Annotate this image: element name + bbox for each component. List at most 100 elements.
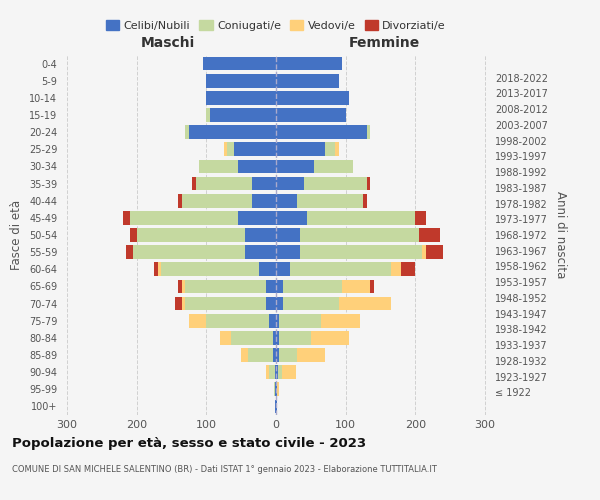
Bar: [370, 280, 374, 293]
Bar: [276, 228, 301, 242]
Bar: [245, 246, 276, 259]
Bar: [266, 280, 276, 293]
Bar: [137, 228, 245, 242]
Bar: [269, 314, 276, 328]
Bar: [185, 296, 266, 310]
Bar: [419, 228, 440, 242]
Bar: [280, 348, 297, 362]
Bar: [276, 142, 325, 156]
Bar: [154, 262, 158, 276]
Bar: [251, 176, 276, 190]
Bar: [363, 194, 367, 207]
Bar: [335, 142, 339, 156]
Text: COMUNE DI SAN MICHELE SALENTINO (BR) - Dati ISTAT 1° gennaio 2023 - Elaborazione: COMUNE DI SAN MICHELE SALENTINO (BR) - D…: [12, 466, 437, 474]
Bar: [276, 382, 277, 396]
Bar: [266, 296, 276, 310]
Bar: [297, 348, 325, 362]
Bar: [280, 331, 311, 344]
Bar: [426, 246, 443, 259]
Bar: [269, 366, 275, 379]
Bar: [276, 126, 367, 139]
Bar: [272, 348, 276, 362]
Bar: [276, 246, 301, 259]
Bar: [238, 160, 276, 173]
Bar: [276, 108, 346, 122]
Bar: [276, 56, 342, 70]
Bar: [325, 142, 335, 156]
Bar: [175, 296, 182, 310]
Bar: [248, 348, 272, 362]
Bar: [276, 296, 283, 310]
Bar: [182, 280, 185, 293]
Bar: [161, 262, 259, 276]
Bar: [206, 314, 269, 328]
Bar: [367, 176, 370, 190]
Bar: [276, 194, 297, 207]
Y-axis label: Fasce di età: Fasce di età: [10, 200, 23, 270]
Bar: [210, 108, 276, 122]
Bar: [297, 194, 363, 207]
Bar: [182, 194, 251, 207]
Bar: [189, 314, 206, 328]
Bar: [259, 262, 276, 276]
Bar: [276, 280, 283, 293]
Bar: [367, 126, 370, 139]
Bar: [276, 331, 280, 344]
Bar: [241, 348, 248, 362]
Bar: [206, 108, 210, 122]
Bar: [206, 91, 276, 104]
Bar: [276, 366, 278, 379]
Bar: [126, 246, 133, 259]
Bar: [290, 262, 391, 276]
Bar: [275, 366, 276, 379]
Bar: [133, 246, 245, 259]
Bar: [251, 194, 276, 207]
Bar: [231, 331, 272, 344]
Bar: [283, 280, 342, 293]
Bar: [196, 176, 251, 190]
Bar: [301, 228, 419, 242]
Bar: [281, 366, 296, 379]
Bar: [274, 382, 275, 396]
Bar: [276, 74, 339, 88]
Bar: [189, 126, 276, 139]
Text: Popolazione per età, sesso e stato civile - 2023: Popolazione per età, sesso e stato civil…: [12, 438, 366, 450]
Bar: [130, 211, 238, 224]
Bar: [311, 331, 349, 344]
Bar: [276, 91, 349, 104]
Bar: [227, 142, 234, 156]
Bar: [224, 142, 227, 156]
Bar: [158, 262, 161, 276]
Bar: [238, 211, 276, 224]
Bar: [185, 280, 266, 293]
Bar: [193, 176, 196, 190]
Y-axis label: Anni di nascita: Anni di nascita: [554, 192, 567, 278]
Bar: [339, 296, 391, 310]
Bar: [401, 262, 415, 276]
Bar: [391, 262, 401, 276]
Bar: [276, 348, 280, 362]
Bar: [276, 211, 307, 224]
Bar: [321, 314, 359, 328]
Bar: [283, 296, 339, 310]
Bar: [301, 246, 422, 259]
Bar: [415, 211, 426, 224]
Bar: [277, 382, 279, 396]
Bar: [314, 160, 353, 173]
Bar: [130, 228, 137, 242]
Bar: [276, 400, 277, 413]
Bar: [245, 228, 276, 242]
Bar: [182, 296, 185, 310]
Bar: [307, 211, 415, 224]
Bar: [304, 176, 367, 190]
Bar: [266, 366, 269, 379]
Text: Femmine: Femmine: [349, 36, 419, 50]
Legend: Celibi/Nubili, Coniugati/e, Vedovi/e, Divorziati/e: Celibi/Nubili, Coniugati/e, Vedovi/e, Di…: [101, 16, 451, 35]
Bar: [422, 246, 426, 259]
Bar: [199, 160, 238, 173]
Bar: [275, 382, 276, 396]
Bar: [178, 280, 182, 293]
Bar: [276, 262, 290, 276]
Bar: [203, 56, 276, 70]
Bar: [234, 142, 276, 156]
